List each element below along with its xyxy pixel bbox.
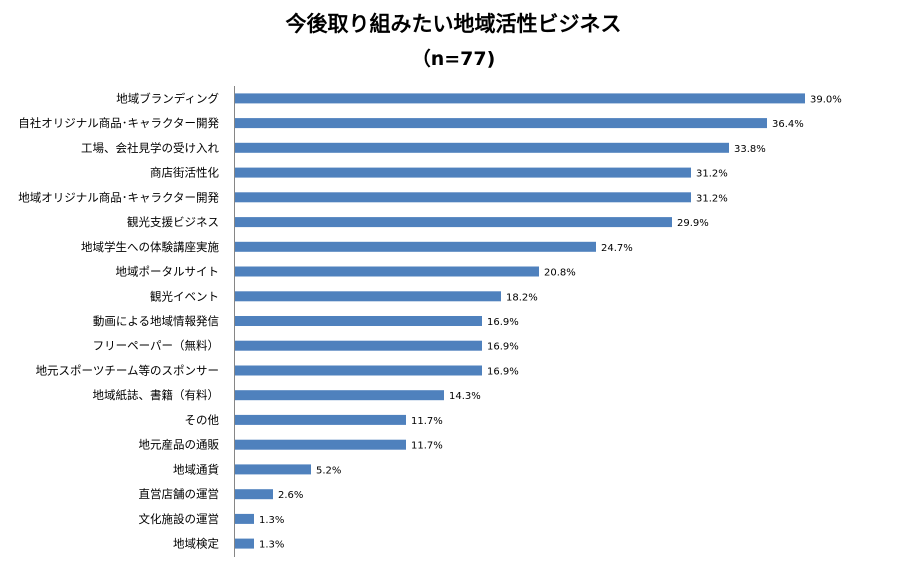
data-label-16: 5.2% [316,465,341,476]
bar-9 [235,291,501,302]
category-label-3: 工場、会社見学の受け入れ [81,141,219,155]
data-label-19: 1.3% [259,540,284,551]
data-label-15: 11.7% [411,441,443,452]
category-label-9: 観光イベント [150,289,219,303]
bar-8 [235,266,539,277]
data-label-17: 2.6% [278,490,303,501]
category-label-12: 地元スポーツチーム等のスポンサー [36,364,219,378]
bar-5 [235,192,691,203]
data-label-1: 39.0% [810,94,842,105]
category-label-14: その他 [185,413,220,427]
data-label-6: 29.9% [677,218,709,229]
data-label-13: 14.3% [449,391,481,402]
bar-12 [235,365,482,376]
data-label-8: 20.8% [544,268,576,279]
category-label-8: 地域ポータルサイト [116,265,220,279]
category-label-10: 動画による地域情報発信 [93,314,219,328]
bar-13 [235,390,444,401]
bar-7 [235,241,596,252]
category-label-16: 地域通貨 [173,462,219,476]
bar-16 [235,464,311,475]
data-label-5: 31.2% [696,193,728,204]
category-label-6: 観光支援ビジネス [127,215,219,229]
bar-10 [235,316,482,326]
category-label-17: 直営店舗の運営 [139,487,220,501]
bar-6 [235,217,672,228]
bar-19 [235,538,254,549]
bar-2 [235,118,767,129]
bar-11 [235,340,482,351]
bar-15 [235,439,406,450]
data-label-9: 18.2% [506,292,538,303]
category-label-19: 地域検定 [173,537,219,551]
data-label-11: 16.9% [487,342,519,353]
category-label-13: 地域紙誌、書籍（有料） [93,388,220,402]
data-label-2: 36.4% [772,119,804,130]
bar-18 [235,513,254,524]
category-label-7: 地域学生への体験講座実施 [81,240,219,254]
data-label-10: 16.9% [487,317,519,328]
bar-3 [235,142,729,153]
category-label-4: 商店街活性化 [150,166,219,180]
category-label-1: 地域ブランディング [116,91,219,105]
bar-1 [235,93,805,104]
bar-4 [235,167,691,178]
chart-title: 今後取り組みたい地域活性ビジネス [285,12,622,36]
bar-14 [235,414,406,425]
category-label-11: フリーペーパー（無料） [93,339,219,353]
category-label-5: 地域オリジナル商品･キャラクター開発 [18,190,219,204]
bar-17 [235,489,273,500]
category-label-2: 自社オリジナル商品･キャラクター開発 [18,116,219,130]
chart-subtitle: （n=77) [411,48,496,70]
data-label-14: 11.7% [411,416,443,427]
data-label-3: 33.8% [734,144,766,155]
data-label-4: 31.2% [696,169,728,180]
data-label-7: 24.7% [601,243,633,254]
data-label-18: 1.3% [259,515,284,526]
data-label-12: 16.9% [487,367,519,378]
category-label-18: 文化施設の運営 [139,512,220,526]
category-label-15: 地元産品の通販 [139,438,220,452]
